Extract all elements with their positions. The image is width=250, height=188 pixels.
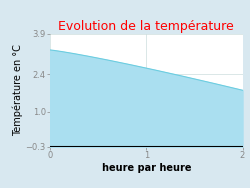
Title: Evolution de la température: Evolution de la température [58, 20, 234, 33]
Y-axis label: Température en °C: Température en °C [12, 44, 23, 136]
X-axis label: heure par heure: heure par heure [102, 163, 191, 173]
